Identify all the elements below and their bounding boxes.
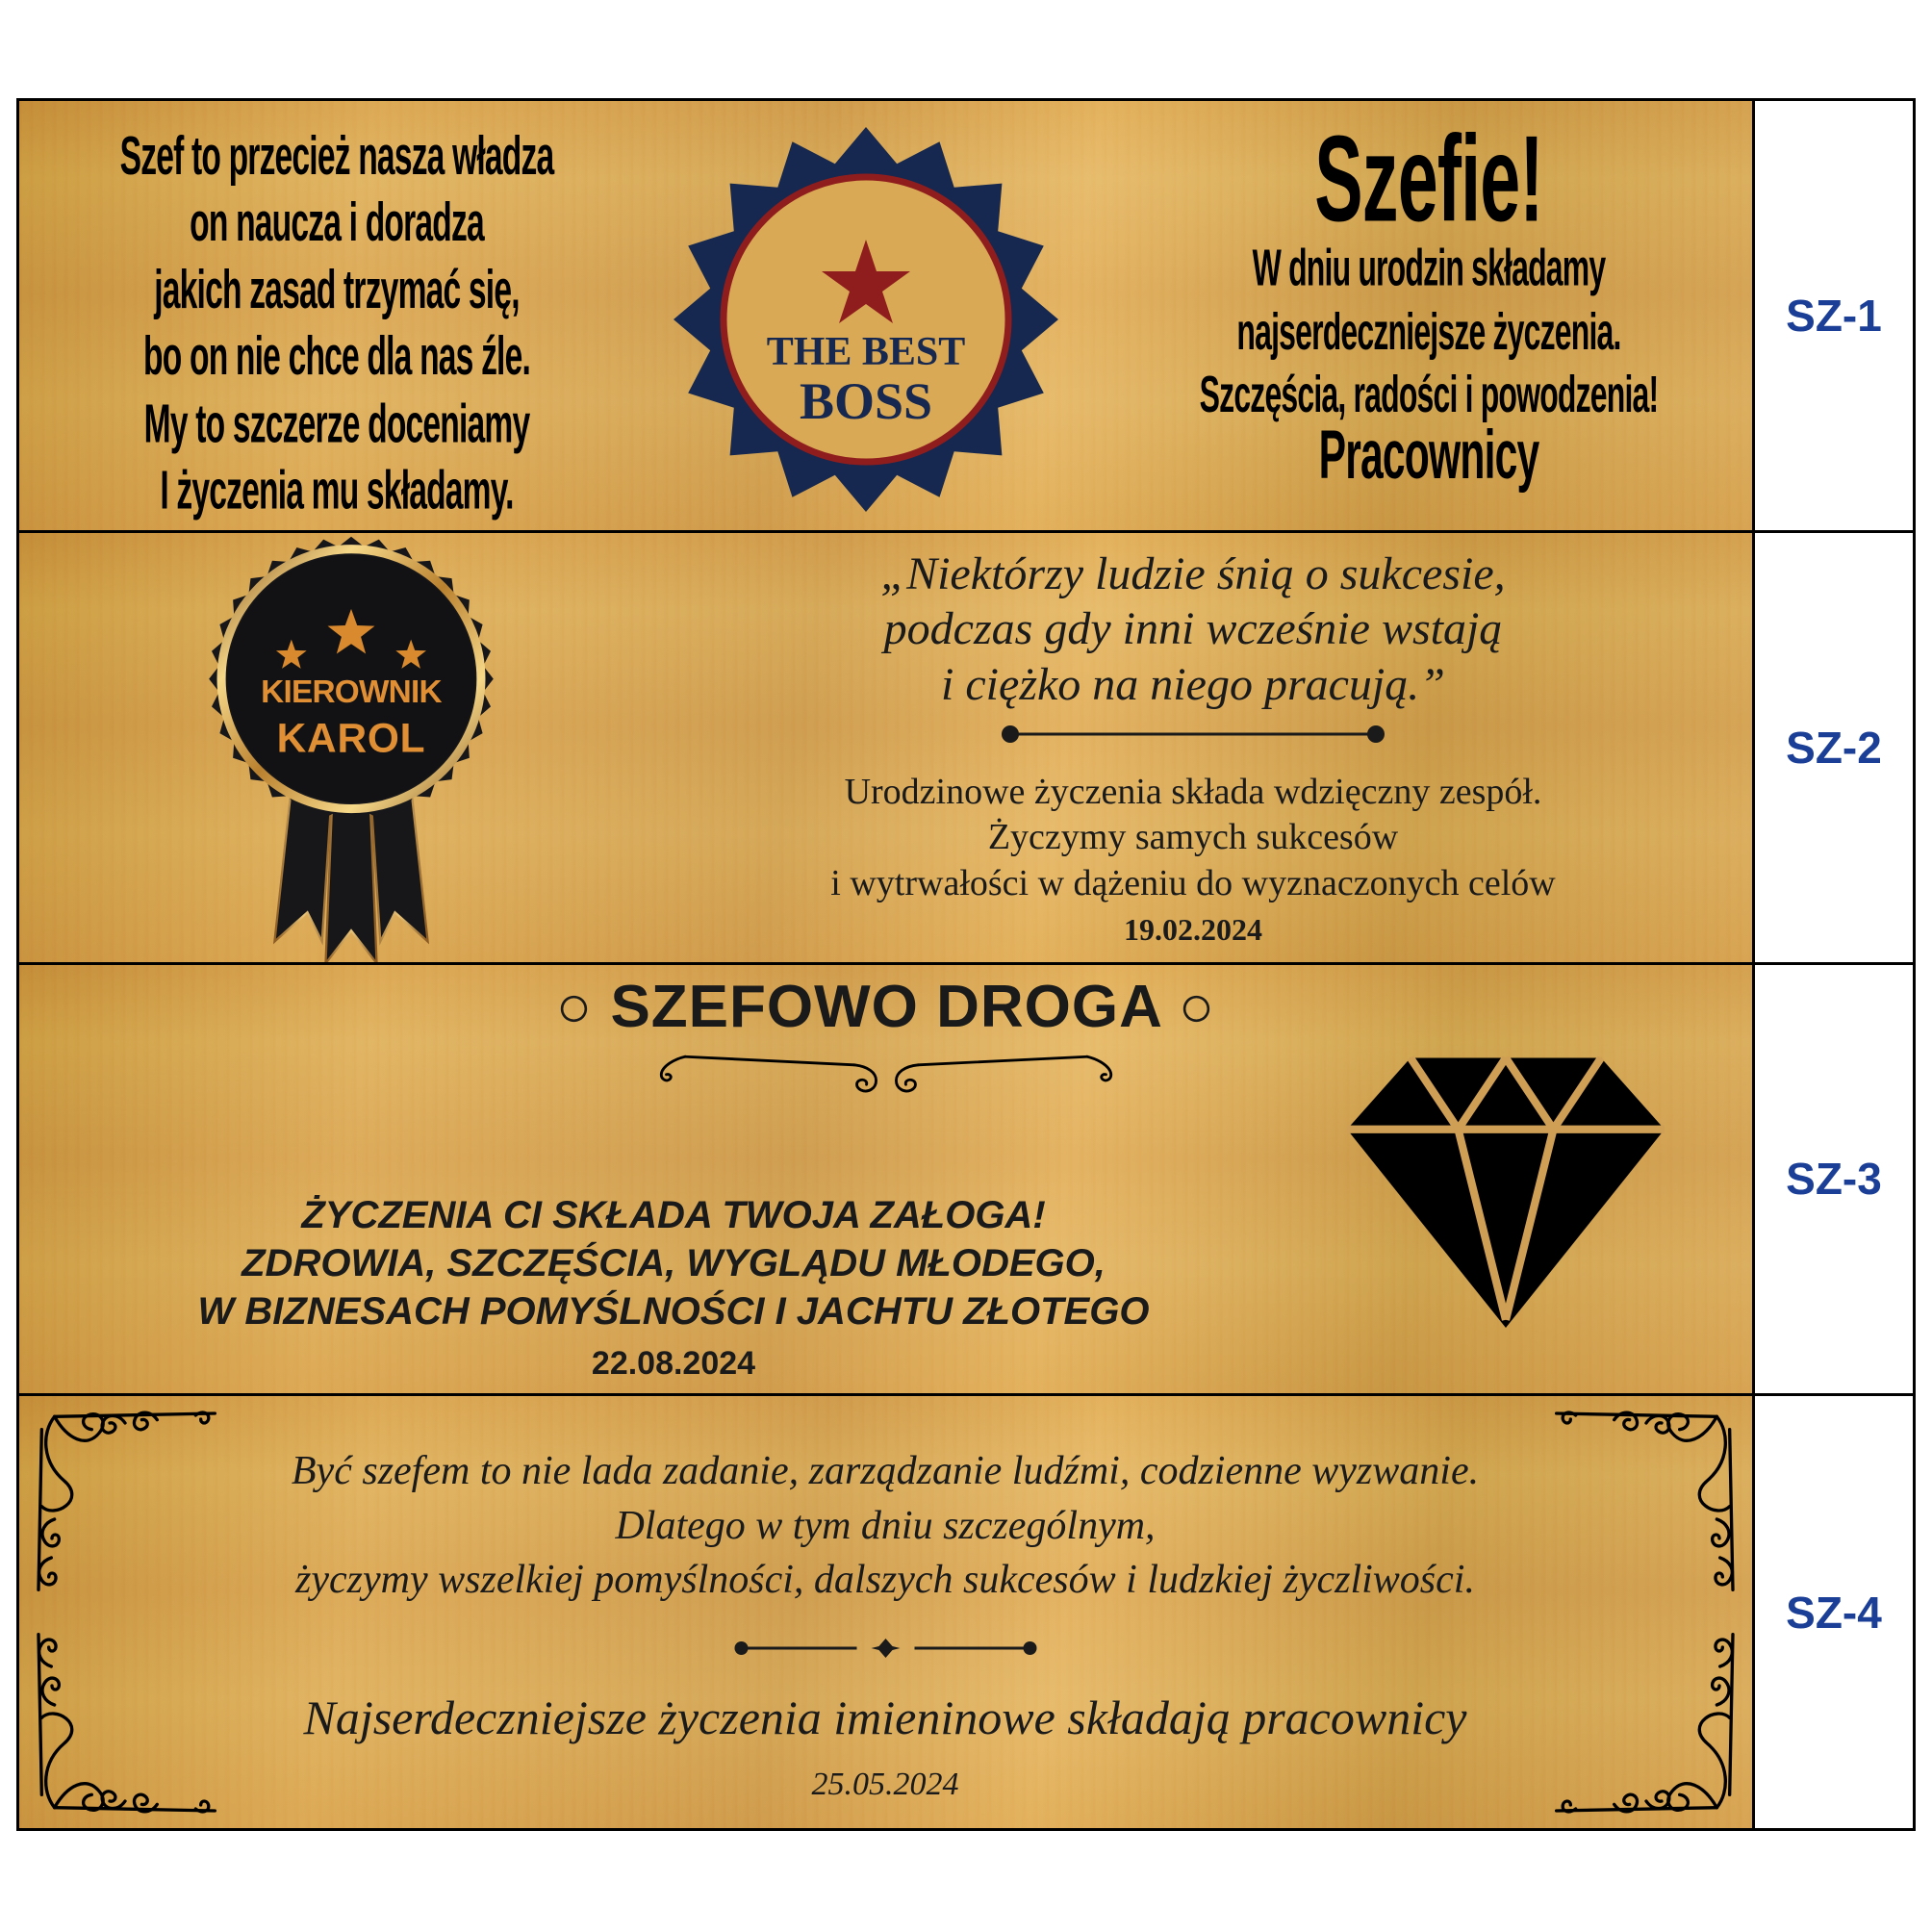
svg-text:BOSS: BOSS [800,372,932,430]
svg-text:KIEROWNIK: KIEROWNIK [261,674,442,710]
svg-text:THE BEST: THE BEST [767,330,966,374]
svg-text:KAROL: KAROL [277,715,426,760]
